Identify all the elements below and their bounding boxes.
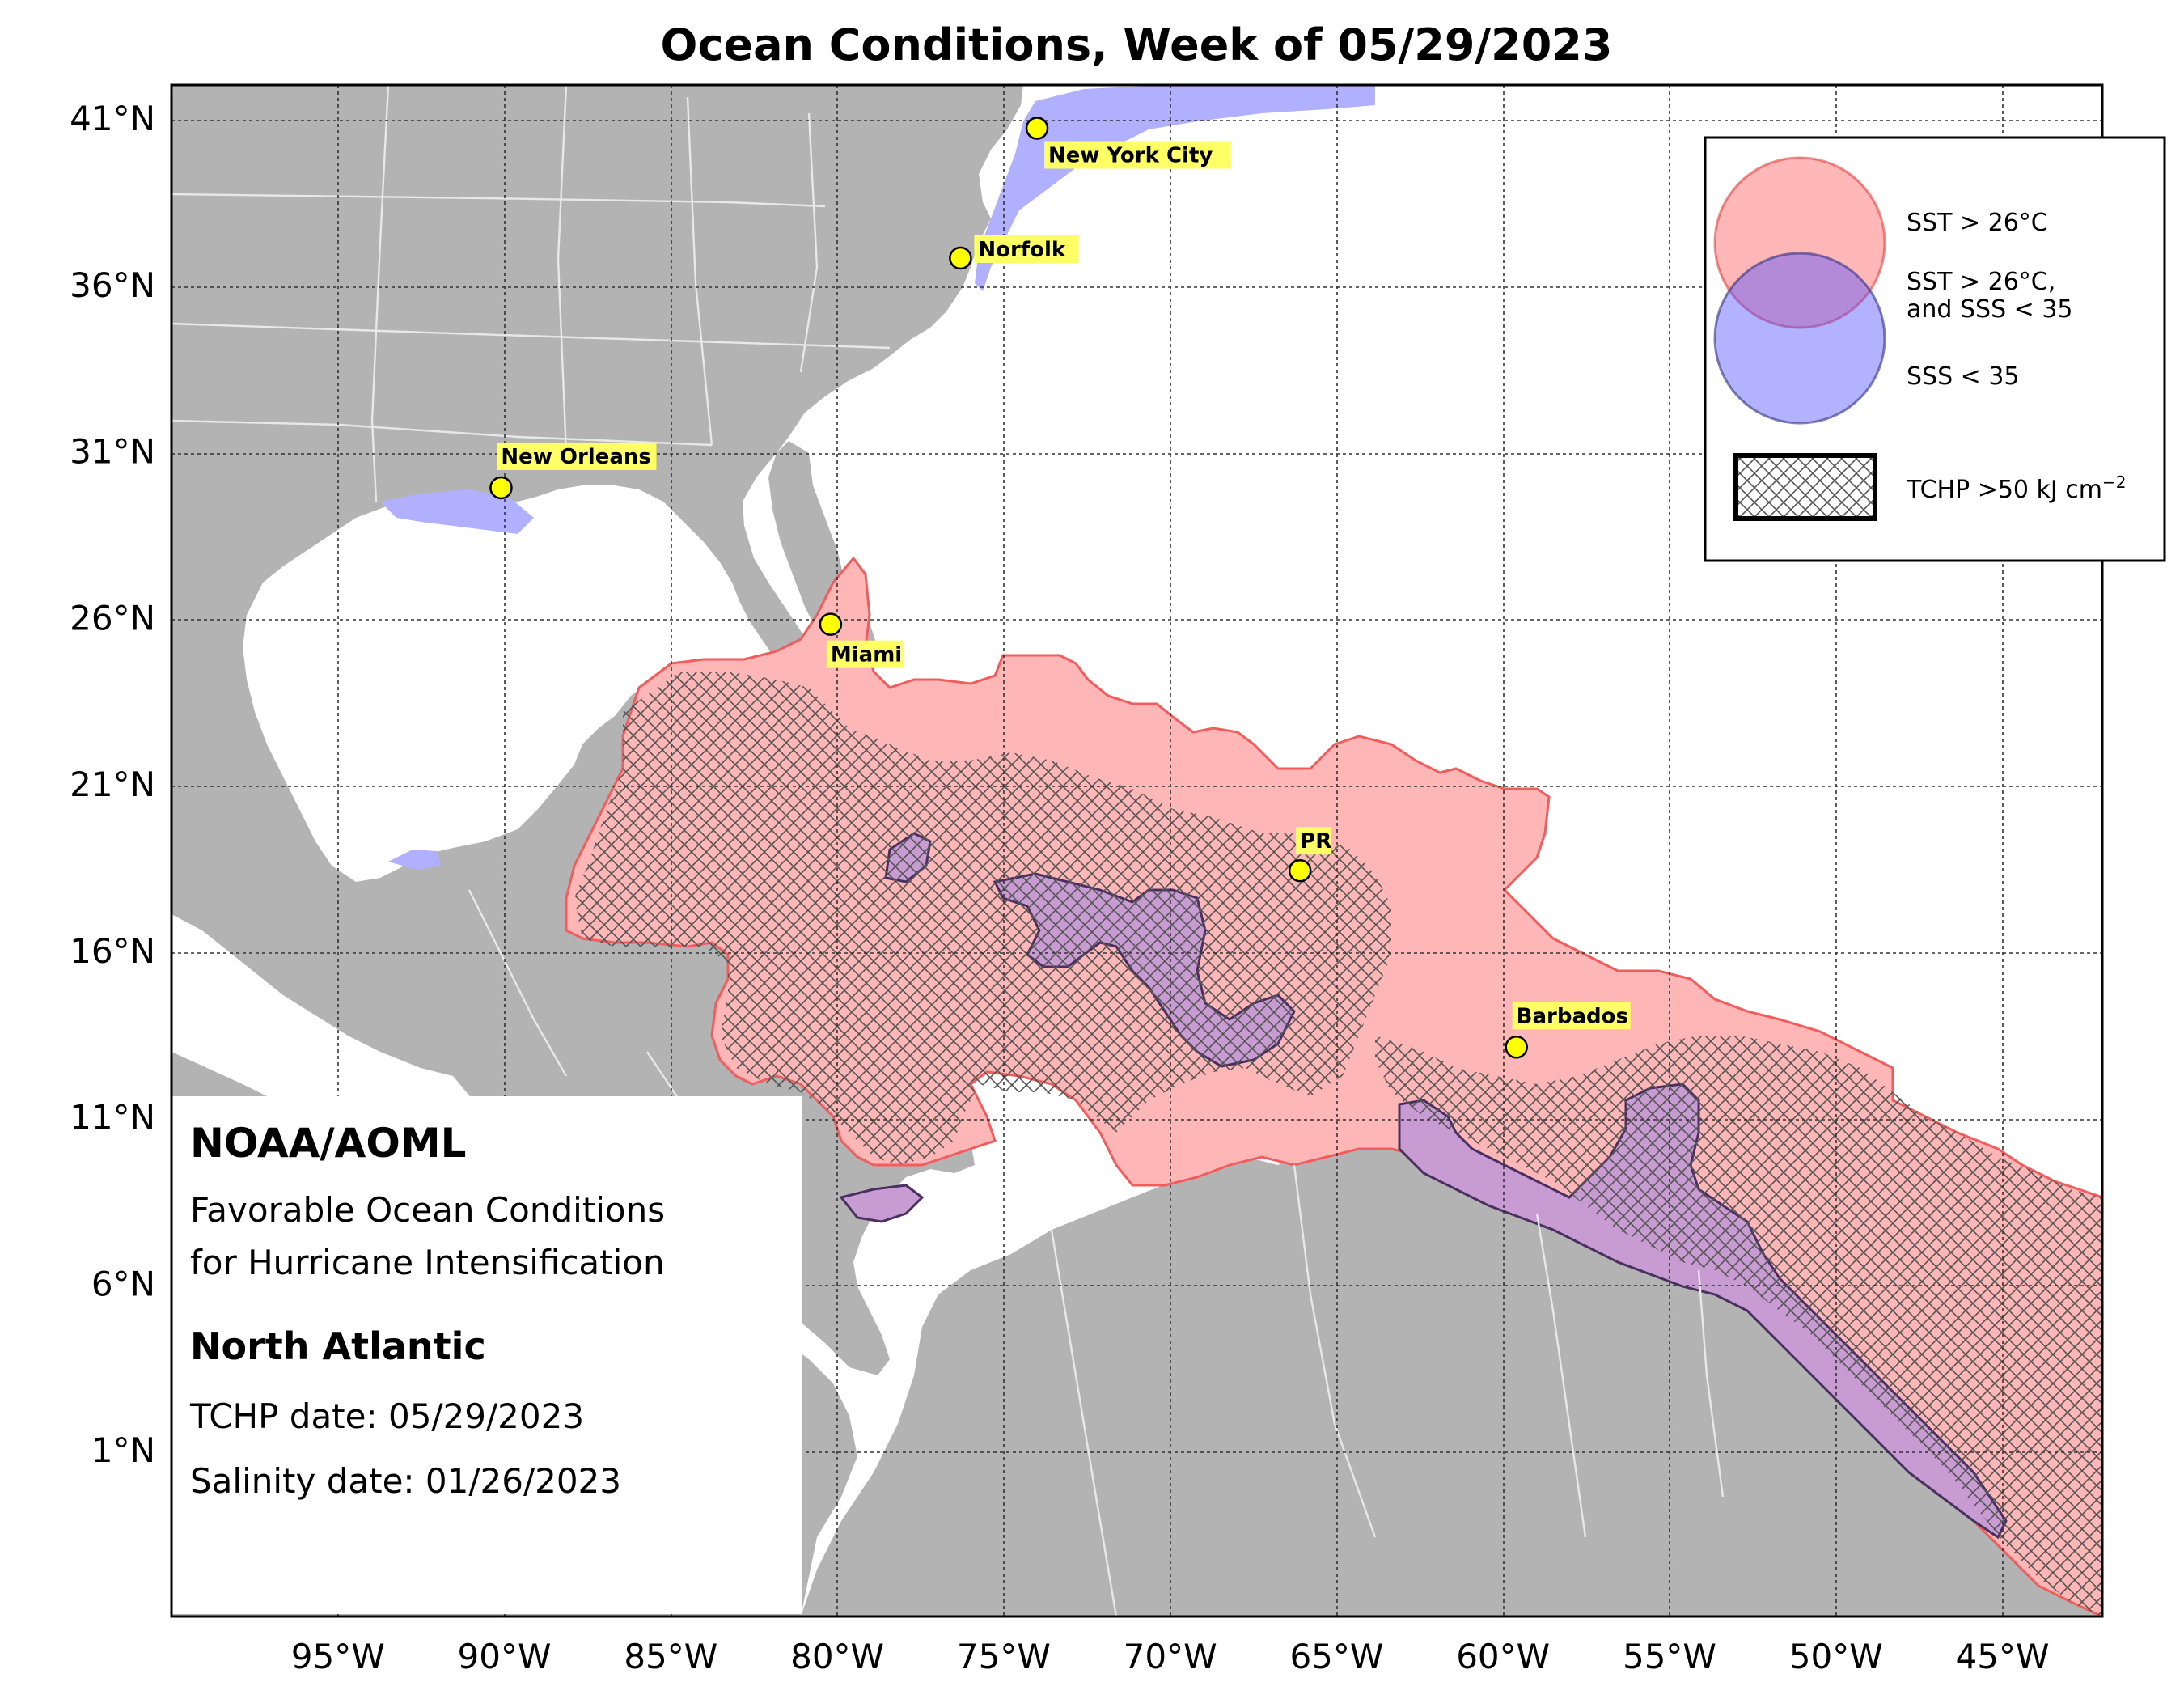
political-borders (171, 85, 1725, 1616)
city-label-background-new-orleans (497, 442, 657, 470)
lon-tick-label: 70°W (1124, 1637, 1217, 1676)
sss-region-gulf-delta (380, 489, 534, 534)
lat-tick-label: 36°N (70, 265, 155, 305)
longitude-tick-labels: 95°W 90°W 85°W 80°W 75°W 70°W 65°W 60°W 55°W 50°W… (291, 1637, 2050, 1676)
info-org: NOAA/AOML (190, 1120, 466, 1167)
city-marker-miami (819, 612, 843, 636)
city-label-barbados: Barbados (1517, 1004, 1628, 1028)
info-description-line1: Favorable Ocean Conditions (190, 1190, 665, 1230)
lon-tick-label: 65°W (1289, 1637, 1383, 1676)
lon-tick-label: 55°W (1623, 1637, 1716, 1676)
info-region: North Atlantic (190, 1324, 486, 1368)
map-title: Ocean Conditions, Week of 05/29/2023 (661, 19, 1613, 70)
legend-tchp-exponent: −2 (2102, 472, 2126, 492)
city-marker-new-york-city (1025, 117, 1049, 140)
city-label-background-miami (826, 640, 904, 668)
lon-tick-label: 50°W (1789, 1637, 1883, 1676)
sss-region-northeast (975, 85, 1375, 291)
tchp-hatch-atlantic (1375, 1036, 2102, 1616)
lat-tick-label: 1°N (91, 1430, 155, 1470)
lat-tick-label: 16°N (70, 931, 155, 971)
lat-tick-label: 11°N (70, 1098, 155, 1138)
lon-tick-label: 60°W (1456, 1637, 1550, 1676)
city-label-background-pr (1296, 827, 1332, 855)
latitude-tick-labels: 41°N 36°N 31°N 26°N 21°N 16°N 11°N 6°N 1°N (70, 99, 155, 1470)
legend-tchp-swatch (1733, 453, 1877, 521)
lat-tick-label: 26°N (70, 598, 155, 638)
lon-tick-label: 75°W (957, 1637, 1051, 1676)
lat-tick-label: 6°N (91, 1264, 155, 1303)
city-marker-pr (1288, 858, 1312, 883)
city-label-miami: Miami (831, 643, 902, 667)
city-label-new-york-city: New York City (1048, 143, 1213, 167)
legend: SST > 26°C SST > 26°C, and SSS < 35 SSS … (1704, 136, 2166, 562)
legend-tchp-label-text: TCHP >50 kJ cm (1906, 476, 2102, 504)
city-norfolk: Norfolk (949, 235, 1079, 270)
map-frame (170, 83, 2104, 1618)
map-gridlines (171, 85, 2102, 1616)
sss-region-gulf-south (388, 850, 441, 870)
city-miami: Miami (819, 612, 904, 668)
lon-tick-label: 45°W (1956, 1637, 2050, 1676)
info-salinity-date: Salinity date: 01/26/2023 (190, 1461, 621, 1501)
city-new-orleans: New Orleans (489, 442, 657, 500)
city-label-new-orleans: New Orleans (501, 445, 650, 469)
city-markers: New York City Norfolk New Orleans Miami PR Ba… (489, 117, 1631, 1059)
lon-tick-label: 90°W (458, 1637, 552, 1676)
legend-sst-circle (1713, 156, 1886, 329)
lat-tick-label: 41°N (70, 99, 155, 138)
city-label-background-barbados (1512, 1002, 1631, 1030)
info-tchp-date: TCHP date: 05/29/2023 (189, 1396, 584, 1436)
legend-sst-label: SST > 26°C (1907, 209, 2048, 237)
city-marker-new-orleans (489, 476, 513, 500)
legend-sss-circle (1713, 252, 1886, 425)
city-barbados: Barbados (1505, 1002, 1631, 1059)
info-description-line2: for Hurricane Intensification (190, 1243, 665, 1282)
city-marker-barbados (1505, 1036, 1528, 1059)
lon-tick-label: 95°W (291, 1637, 385, 1676)
legend-both-label-line2: and SSS < 35 (1907, 295, 2073, 324)
overlap-region-panama (839, 1184, 925, 1223)
lon-tick-label: 85°W (624, 1637, 717, 1676)
city-marker-norfolk (949, 246, 972, 270)
legend-tchp-label: TCHP >50 kJ cm−2 (1906, 472, 2127, 504)
lat-tick-label: 21°N (70, 765, 155, 804)
lon-tick-label: 80°W (790, 1637, 884, 1676)
legend-sss-label: SSS < 35 (1907, 362, 2020, 391)
city-label-background-new-york-city (1044, 141, 1232, 169)
city-pr: PR (1288, 827, 1332, 883)
city-label-norfolk: Norfolk (978, 238, 1066, 262)
info-panel-background (171, 1096, 802, 1614)
legend-both-label-line1: SST > 26°C, (1907, 268, 2055, 296)
land-south-america (801, 1133, 2102, 1616)
lat-tick-label: 31°N (70, 432, 155, 472)
city-new-york-city: New York City (1025, 117, 1232, 169)
city-label-pr: PR (1300, 829, 1331, 854)
city-label-background-norfolk (974, 235, 1079, 263)
info-panel: NOAA/AOML Favorable Ocean Conditions for… (171, 1096, 802, 1614)
tchp-hatch-caribbean (574, 672, 1391, 1165)
